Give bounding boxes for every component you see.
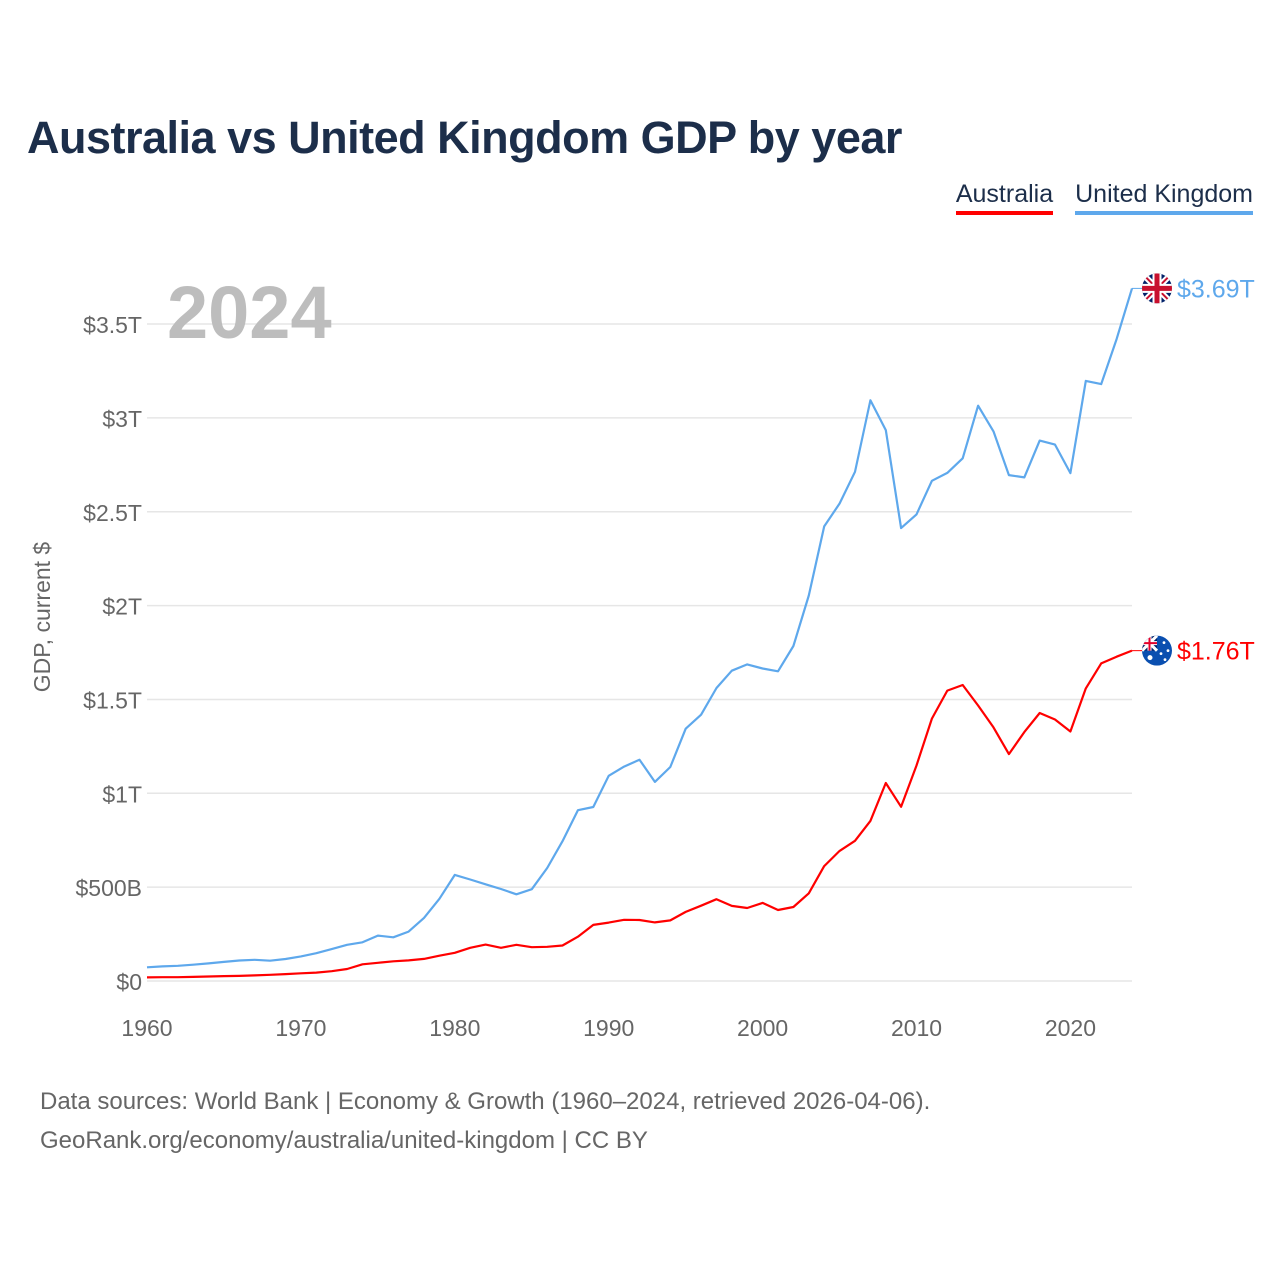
y-tick-label: $500B (75, 875, 142, 901)
legend-item-australia[interactable]: Australia (955, 180, 1054, 215)
legend: Australia United Kingdom (955, 180, 1253, 215)
y-tick-label: $3T (102, 406, 142, 432)
series-line-united-kingdom[interactable] (146, 288, 1134, 969)
footer: Data sources: World Bank | Economy & Gro… (40, 1082, 930, 1160)
y-tick-label: $2.5T (83, 500, 142, 526)
legend-item-united-kingdom[interactable]: United Kingdom (1075, 180, 1253, 215)
x-tick-label: 1990 (583, 1015, 634, 1041)
y-tick-label: $3.5T (83, 312, 142, 338)
source-link[interactable]: GeoRank.org/economy/australia/united-kin… (40, 1127, 648, 1154)
united-kingdom-flag-icon (1142, 273, 1172, 304)
chart-title: Australia vs United Kingdom GDP by year (27, 112, 902, 163)
australia-flag-icon (1142, 635, 1172, 666)
y-tick-label: $1.5T (83, 687, 142, 713)
end-value-label: $1.76T (1177, 638, 1255, 666)
x-tick-label: 2000 (737, 1015, 788, 1041)
series-line-australia[interactable] (146, 649, 1133, 979)
y-tick-label: $1T (102, 781, 142, 807)
x-tick-label: 2020 (1045, 1015, 1096, 1041)
y-tick-label: $0 (116, 969, 142, 995)
data-source-text: Data sources: World Bank | Economy & Gro… (40, 1088, 931, 1115)
end-value-label: $3.69T (1177, 275, 1255, 303)
x-tick-label: 1960 (121, 1015, 172, 1041)
x-tick-label: 1980 (429, 1015, 480, 1041)
y-axis-title: GDP, current $ (29, 542, 55, 693)
x-tick-label: 1970 (275, 1015, 326, 1041)
y-tick-label: $2T (102, 594, 142, 620)
year-badge: 2024 (167, 271, 332, 354)
x-tick-label: 2010 (891, 1015, 942, 1041)
